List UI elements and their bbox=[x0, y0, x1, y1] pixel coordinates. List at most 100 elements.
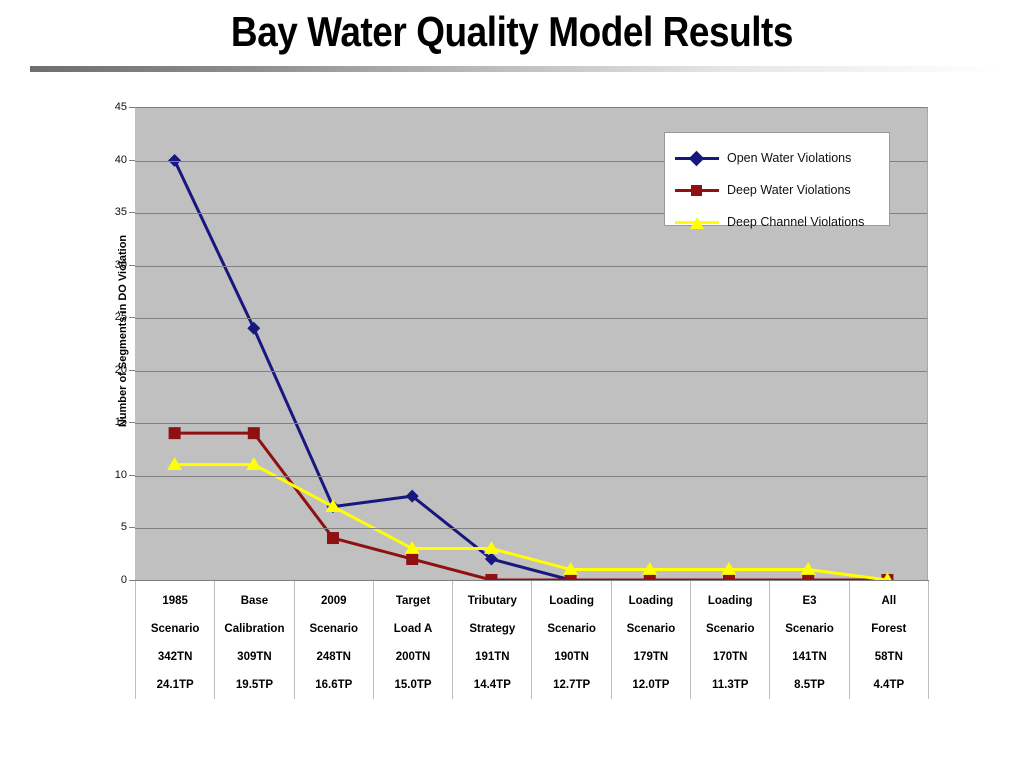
category-cell-line2: Scenario bbox=[547, 622, 596, 635]
category-cell-tp: 16.6TP bbox=[315, 678, 353, 691]
category-cell-line1: E3 bbox=[802, 594, 817, 607]
category-column: Base Calibration 309TN 19.5TP bbox=[214, 581, 293, 699]
category-cell-tn: 170TN bbox=[712, 650, 748, 663]
data-point-marker[interactable] bbox=[404, 541, 420, 554]
page-title: Bay Water Quality Model Results bbox=[0, 8, 1024, 56]
category-column: Tributary Strategy 191TN 14.4TP bbox=[452, 581, 531, 699]
y-axis-tick bbox=[129, 159, 135, 161]
category-cell-tp: 11.3TP bbox=[712, 678, 749, 691]
category-column: 2009 Scenario 248TN 16.6TP bbox=[293, 581, 373, 699]
y-axis-tick bbox=[129, 527, 135, 529]
data-point-marker[interactable] bbox=[325, 499, 341, 512]
y-axis-tick bbox=[129, 264, 135, 266]
legend-label: Deep Water Violations bbox=[727, 183, 851, 197]
data-point-marker[interactable] bbox=[168, 427, 181, 440]
category-cell-line1: Loading bbox=[707, 594, 753, 607]
data-point-marker[interactable] bbox=[246, 457, 262, 471]
diamond-marker-icon bbox=[688, 150, 705, 167]
y-axis-tick-label: 25 bbox=[114, 311, 127, 324]
category-cell-tn: 248TN bbox=[316, 650, 351, 663]
legend-label: Open Water Violations bbox=[727, 151, 852, 165]
page-title-text: Bay Water Quality Model Results bbox=[230, 8, 794, 55]
category-column: Loading Scenario 170TN 11.3TP bbox=[690, 581, 769, 699]
data-point-marker[interactable] bbox=[327, 532, 339, 545]
title-divider bbox=[30, 66, 1000, 72]
category-cell-tn: 342TN bbox=[157, 650, 193, 663]
y-axis-tick-label: 35 bbox=[114, 206, 127, 219]
x-axis-line bbox=[135, 580, 929, 581]
category-column: Loading Scenario 190TN 12.7TP bbox=[531, 581, 610, 699]
data-point-marker[interactable] bbox=[405, 489, 419, 503]
data-point-marker[interactable] bbox=[721, 562, 737, 575]
gridline bbox=[135, 318, 927, 320]
legend-item[interactable]: Open Water Violations bbox=[675, 142, 879, 174]
category-cell-tn: 179TN bbox=[633, 650, 669, 663]
legend-swatch-deep-water bbox=[675, 183, 719, 197]
category-cell-line2: Scenario bbox=[705, 622, 755, 635]
gridline bbox=[135, 160, 927, 162]
y-axis-tick bbox=[129, 317, 135, 319]
data-point-marker[interactable] bbox=[800, 562, 816, 575]
y-axis-tick bbox=[129, 422, 135, 424]
category-cell-tp: 8.5TP bbox=[794, 678, 825, 691]
category-cell-line2: Scenario bbox=[309, 622, 359, 635]
category-cell-line1: 1985 bbox=[162, 594, 188, 607]
data-point-marker[interactable] bbox=[247, 321, 261, 335]
legend-item[interactable]: Deep Channel Violations bbox=[675, 206, 879, 238]
category-cell-tn: 191TN bbox=[475, 650, 510, 663]
y-axis-tick-label: 0 bbox=[120, 574, 127, 586]
data-point-marker[interactable] bbox=[642, 562, 658, 575]
category-cell-line2: Strategy bbox=[469, 622, 516, 635]
category-column: E3 Scenario 141TN 8.5TP bbox=[769, 581, 848, 699]
gridline bbox=[135, 528, 927, 530]
category-cell-line2: Forest bbox=[871, 622, 907, 635]
data-point-marker[interactable] bbox=[167, 457, 183, 471]
square-marker-icon bbox=[691, 185, 702, 196]
y-axis-tick bbox=[129, 580, 135, 581]
data-point-marker[interactable] bbox=[247, 427, 260, 440]
category-cell-line1: Tributary bbox=[467, 594, 517, 607]
y-axis-tick-label: 5 bbox=[120, 521, 127, 534]
data-point-marker[interactable] bbox=[563, 562, 579, 575]
data-point-marker[interactable] bbox=[406, 553, 419, 566]
category-column: Loading Scenario 179TN 12.0TP bbox=[610, 581, 690, 699]
category-cell-line1: 2009 bbox=[320, 594, 347, 607]
category-cell-line2: Load A bbox=[393, 622, 433, 635]
category-cell-tn: 190TN bbox=[554, 650, 589, 663]
y-axis-title-wrapper: Number of Segments in DO Violation bbox=[88, 95, 129, 581]
category-cell-line2: Scenario bbox=[785, 622, 834, 635]
category-column: All Forest 58TN 4.4TP bbox=[848, 581, 929, 699]
category-column: 1985 Scenario 342TN 24.1TP bbox=[135, 581, 214, 699]
category-cell-tn: 200TN bbox=[395, 650, 431, 663]
category-cell-tn: 58TN bbox=[874, 650, 903, 663]
category-cell-line2: Scenario bbox=[150, 622, 200, 635]
category-cell-tp: 12.0TP bbox=[632, 678, 670, 691]
data-point-marker[interactable] bbox=[168, 153, 182, 167]
category-cell-tp: 24.1TP bbox=[156, 678, 194, 691]
category-cell-tp: 4.4TP bbox=[873, 678, 905, 691]
category-cell-line1: Base bbox=[240, 594, 269, 607]
gridline bbox=[135, 265, 927, 267]
legend-swatch-deep-channel bbox=[675, 215, 719, 229]
gridline bbox=[135, 423, 927, 425]
y-axis-tick-label: 40 bbox=[114, 153, 127, 166]
category-cell-line2: Calibration bbox=[224, 622, 285, 635]
category-cell-line1: Loading bbox=[549, 594, 594, 607]
legend-swatch-open-water bbox=[675, 150, 719, 167]
category-cell-line2: Scenario bbox=[626, 622, 676, 635]
y-axis-tick-label: 20 bbox=[114, 363, 127, 376]
legend-item[interactable]: Deep Water Violations bbox=[675, 174, 879, 206]
category-cell-line1: All bbox=[881, 594, 897, 607]
category-cell-tp: 12.7TP bbox=[553, 678, 591, 691]
category-cell-tp: 14.4TP bbox=[473, 678, 511, 691]
data-point-marker[interactable] bbox=[483, 541, 499, 554]
y-axis-tick bbox=[129, 107, 135, 108]
y-axis-labels: 0 5 10 15 20 25 30 35 40 45 bbox=[95, 95, 127, 586]
chart-container: Number of Segments in DO Violation 0 5 10 1… bbox=[0, 95, 1024, 705]
triangle-marker-icon bbox=[690, 217, 704, 229]
category-column: Target Load A 200TN 15.0TP bbox=[372, 581, 452, 699]
chart-legend: Open Water Violations Deep Water Violati… bbox=[664, 132, 890, 229]
gridline bbox=[135, 213, 927, 215]
y-axis-tick bbox=[129, 474, 135, 476]
